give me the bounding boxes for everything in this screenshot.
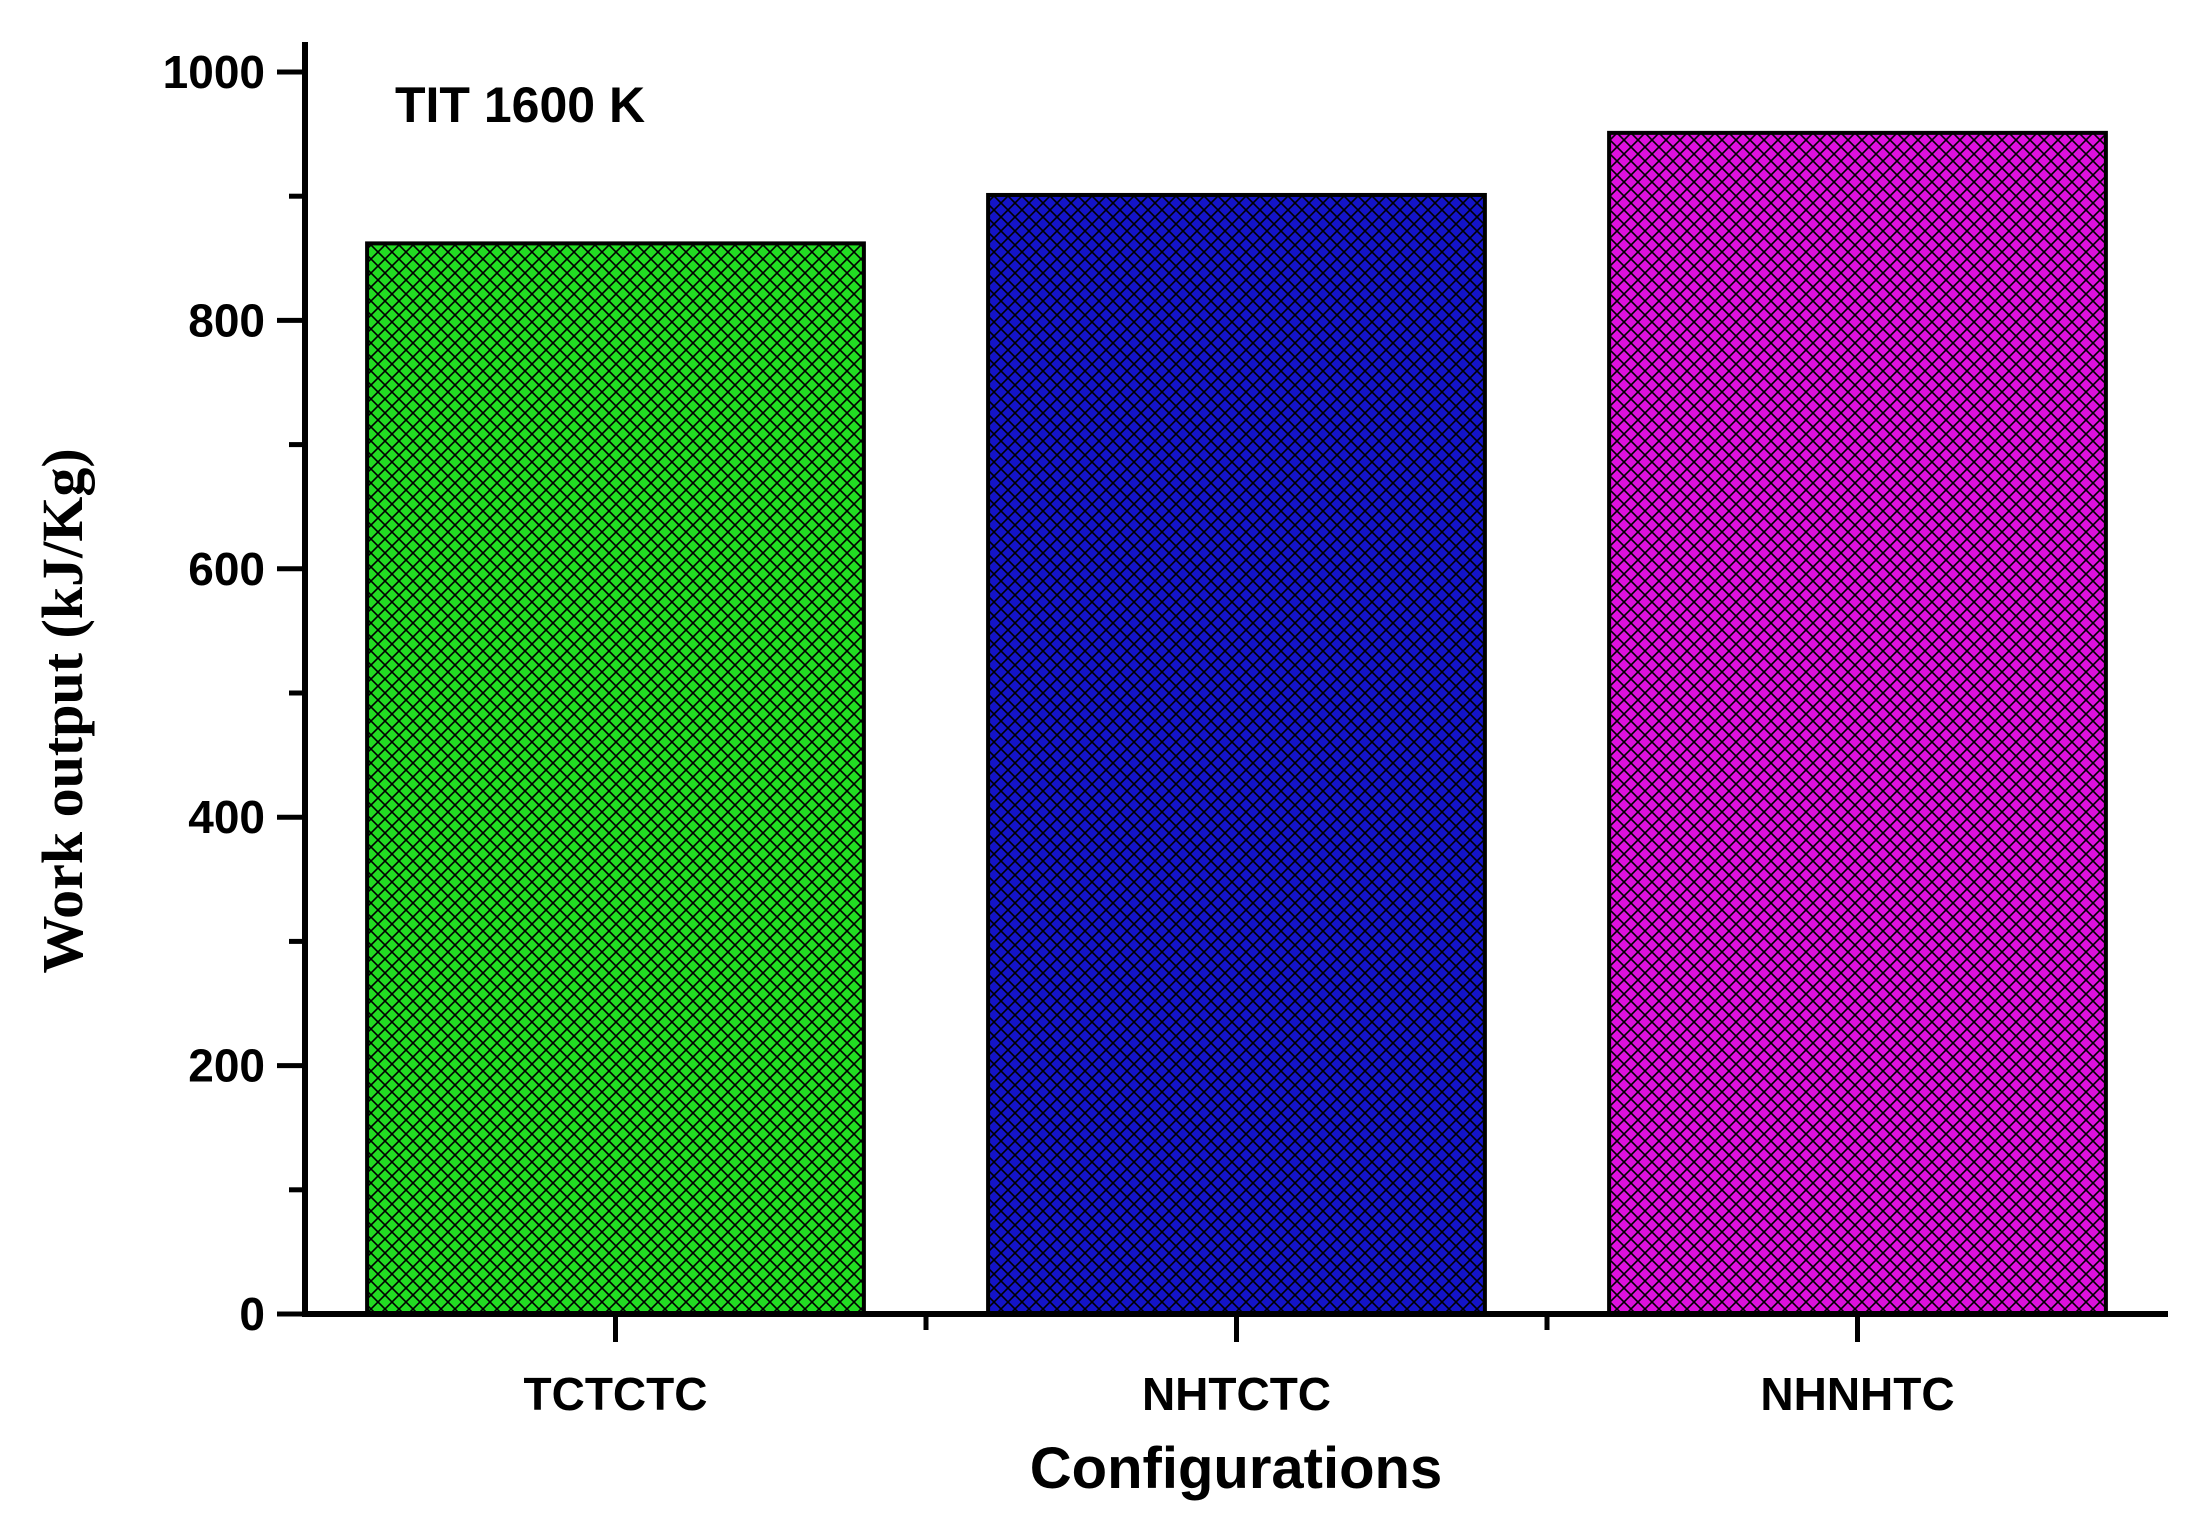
y-tick-label: 400: [188, 791, 265, 843]
bar-nhtctc: [986, 192, 1487, 1316]
x-axis-title: Configurations: [1030, 1436, 1442, 1501]
y-tick-label: 200: [188, 1040, 265, 1092]
x-ticks-group: TCTCTC NHTCTC NHNHTC: [524, 1314, 1955, 1420]
y-tick-label: 800: [188, 294, 265, 346]
y-tick-label: 1000: [163, 46, 265, 98]
chart-annotation: TIT 1600 K: [395, 77, 645, 133]
y-tick-label: 0: [239, 1288, 265, 1340]
y-tick-label: 600: [188, 543, 265, 595]
x-tick-label: NHTCTC: [1142, 1368, 1331, 1420]
bar-tctctc: [365, 241, 866, 1316]
y-axis-title: Work output (kJ/Kg): [30, 448, 95, 973]
x-tick-label: TCTCTC: [524, 1368, 708, 1420]
x-tick-label: NHNHTC: [1760, 1368, 1954, 1420]
y-ticks-group: 0 200 400 600 800 1000: [163, 46, 305, 1340]
bars-group: [365, 130, 2108, 1316]
bar-nhnhtc: [1607, 130, 2108, 1316]
